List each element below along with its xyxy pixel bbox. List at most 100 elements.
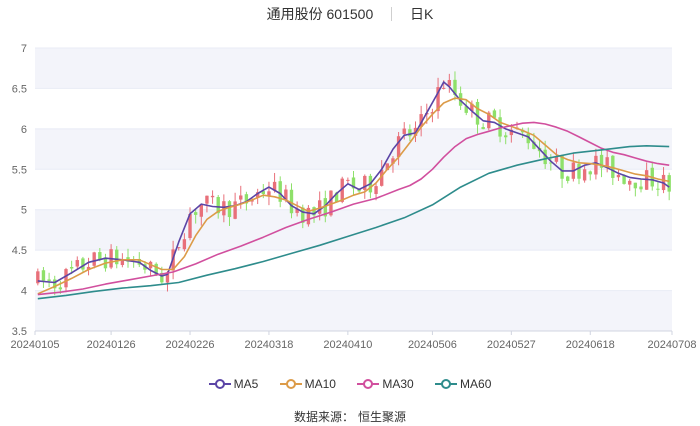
candle-body bbox=[98, 252, 102, 260]
grid-band bbox=[35, 290, 672, 331]
candle-body bbox=[475, 101, 480, 125]
candle-body bbox=[554, 156, 559, 162]
candle-body bbox=[278, 181, 282, 202]
candle-body bbox=[227, 201, 232, 218]
candle-body bbox=[504, 135, 508, 138]
data-source: 数据来源： 恒生聚源 bbox=[0, 408, 700, 425]
candle-body bbox=[160, 272, 164, 283]
legend-marker-ma30 bbox=[357, 379, 380, 390]
legend-label-ma30: MA30 bbox=[382, 377, 414, 392]
candle-body bbox=[295, 208, 299, 213]
candle-body bbox=[436, 87, 440, 112]
candle-body bbox=[165, 272, 170, 283]
candle-body bbox=[396, 136, 401, 157]
candle-body bbox=[639, 186, 643, 190]
y-tick-label: 5 bbox=[21, 205, 27, 217]
candle-body bbox=[487, 112, 491, 129]
candle-body bbox=[317, 200, 322, 214]
candle-body bbox=[41, 270, 46, 281]
legend-label-ma10: MA10 bbox=[304, 377, 336, 392]
legend-marker-ma10 bbox=[279, 379, 302, 390]
candle-body bbox=[154, 263, 158, 276]
candle-body bbox=[526, 133, 530, 144]
candle-body bbox=[210, 195, 215, 198]
candle-body bbox=[442, 87, 446, 89]
candle-body bbox=[605, 157, 609, 167]
ma-line-ma60 bbox=[37, 145, 670, 300]
candle-body bbox=[58, 287, 63, 290]
x-tick-label: 20240708 bbox=[648, 339, 697, 351]
candle-body bbox=[374, 186, 378, 194]
candle-body bbox=[351, 177, 356, 189]
candle-body bbox=[492, 110, 497, 118]
candle-body bbox=[233, 201, 237, 219]
x-tick-label: 20240105 bbox=[11, 339, 60, 351]
candle-body bbox=[599, 154, 604, 168]
candle-body bbox=[577, 163, 581, 179]
candle-body bbox=[182, 239, 187, 250]
candle-body bbox=[346, 179, 350, 181]
candle-body bbox=[222, 201, 226, 216]
chart-header: 通用股份 601500 日K bbox=[0, 4, 700, 26]
candle-body bbox=[667, 175, 671, 192]
candle-body bbox=[244, 194, 249, 204]
candle-body bbox=[92, 252, 96, 266]
x-tick-label: 20240506 bbox=[408, 339, 457, 351]
candle-body bbox=[560, 155, 564, 179]
candle-body bbox=[75, 260, 79, 267]
legend-item-ma60[interactable]: MA60 bbox=[435, 376, 491, 391]
y-tick-label: 4 bbox=[21, 286, 27, 298]
legend-item-ma30[interactable]: MA30 bbox=[357, 376, 414, 392]
candle-body bbox=[289, 189, 294, 214]
candle-body bbox=[481, 127, 485, 130]
candle-body bbox=[64, 269, 68, 288]
x-tick-label: 20240527 bbox=[487, 339, 536, 351]
candle-body bbox=[447, 80, 452, 86]
header-divider bbox=[391, 7, 393, 21]
candle-body bbox=[329, 190, 333, 216]
x-tick-label: 20240318 bbox=[244, 339, 293, 351]
candle-body bbox=[453, 79, 457, 95]
x-tick-label: 20240410 bbox=[323, 339, 372, 351]
candle-body bbox=[566, 176, 570, 181]
candle-body bbox=[633, 182, 638, 189]
candle-body bbox=[391, 158, 395, 164]
candle-body bbox=[588, 171, 592, 175]
legend-item-ma10[interactable]: MA10 bbox=[279, 376, 336, 392]
legend-label-ma60: MA60 bbox=[460, 377, 492, 392]
chart-legend: MA5 MA10 MA30 MA60 bbox=[0, 376, 700, 391]
candle-body bbox=[419, 114, 423, 127]
candle-body bbox=[334, 192, 339, 203]
candle-body bbox=[312, 207, 316, 216]
legend-marker-ma5 bbox=[208, 379, 231, 390]
candle-body bbox=[239, 195, 243, 200]
data-source-name: 恒生聚源 bbox=[358, 410, 407, 424]
candle-body bbox=[622, 174, 626, 184]
data-source-label: 数据来源： bbox=[293, 410, 354, 424]
candle-body bbox=[582, 169, 587, 181]
candle-body bbox=[36, 271, 40, 284]
candle-body bbox=[306, 207, 311, 225]
candle-body bbox=[188, 213, 192, 239]
candle-body bbox=[543, 149, 547, 165]
y-tick-label: 7 bbox=[21, 43, 27, 55]
y-tick-label: 4.5 bbox=[12, 245, 27, 257]
candle-body bbox=[267, 191, 271, 196]
candle-body bbox=[323, 198, 328, 217]
grid-band bbox=[35, 48, 672, 89]
candle-body bbox=[69, 267, 74, 269]
period-label[interactable]: 日K bbox=[410, 6, 434, 22]
legend-item-ma5[interactable]: MA5 bbox=[208, 376, 258, 391]
candle-body bbox=[193, 212, 198, 215]
candle-body bbox=[611, 155, 615, 178]
grid-band bbox=[35, 128, 672, 170]
y-tick-label: 3.5 bbox=[12, 326, 27, 338]
candle-body bbox=[86, 266, 91, 270]
grid-band bbox=[35, 209, 672, 251]
x-tick-label: 20240126 bbox=[87, 339, 136, 351]
candle-body bbox=[408, 129, 412, 137]
candle-body bbox=[205, 195, 209, 204]
candle-body bbox=[363, 175, 367, 190]
candle-body bbox=[464, 106, 468, 113]
y-tick-label: 6.5 bbox=[12, 83, 27, 95]
